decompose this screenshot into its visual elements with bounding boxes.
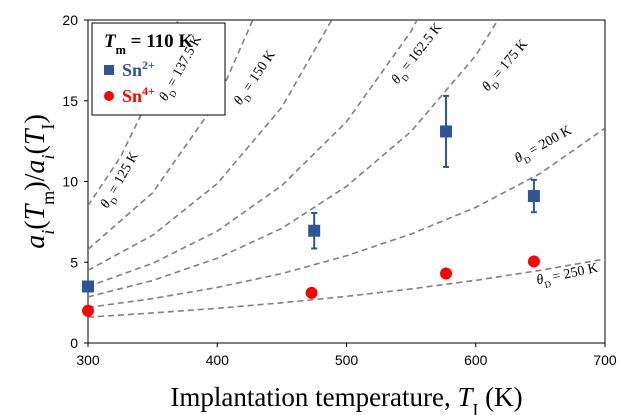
label-part: ( bbox=[20, 220, 51, 229]
x-tick-label: 600 bbox=[464, 352, 488, 368]
label-part: i bbox=[38, 230, 58, 235]
legend-title: Tm = 110 K bbox=[104, 31, 193, 57]
point bbox=[82, 280, 94, 293]
curve-label: θD= 162.5 K bbox=[389, 21, 448, 90]
curve-name: = 175 K bbox=[490, 37, 531, 82]
theta-subscript: D bbox=[242, 93, 254, 104]
legend-box bbox=[91, 22, 226, 116]
label-part: m bbox=[38, 191, 58, 205]
label-part: Implantation temperature, bbox=[170, 382, 457, 412]
curve-label: θD= 125 K bbox=[98, 149, 145, 212]
x-axis-label: Implantation temperature, TI (K) bbox=[170, 382, 522, 415]
legend-charge: 2+ bbox=[142, 58, 155, 72]
label-part: (K) bbox=[478, 382, 522, 412]
point bbox=[440, 125, 453, 138]
curve-name: = 125 K bbox=[106, 149, 142, 196]
legend-marker bbox=[104, 91, 114, 101]
label-part: T bbox=[458, 382, 475, 412]
theta-subscript: D bbox=[544, 279, 553, 290]
point bbox=[440, 267, 453, 280]
label-part: ( bbox=[20, 145, 51, 154]
legend-charge: 4+ bbox=[142, 84, 155, 98]
theta-symbol: θ bbox=[535, 272, 545, 288]
label-part: = 110 K bbox=[126, 31, 194, 52]
theta-curve bbox=[88, 127, 605, 309]
curve-label: θD= 175 K bbox=[480, 37, 534, 96]
point bbox=[527, 190, 540, 203]
curve-label: θD= 200 K bbox=[512, 123, 575, 169]
curve-label: θD= 150 K bbox=[231, 48, 281, 110]
x-tick-label: 400 bbox=[206, 352, 230, 368]
label-part: a bbox=[20, 160, 51, 174]
theta-subscript: D bbox=[399, 72, 411, 84]
x-tick-label: 700 bbox=[593, 352, 617, 368]
theta-subscript: D bbox=[167, 88, 179, 99]
y-tick-label: 0 bbox=[70, 335, 78, 351]
curve-name: = 200 K bbox=[527, 123, 575, 158]
legend-marker bbox=[104, 65, 114, 75]
point bbox=[308, 224, 321, 237]
y-axis-label: ai(Tm)/ai(TI) bbox=[20, 114, 58, 249]
theta-subscript: D bbox=[490, 79, 502, 91]
theta-curve bbox=[88, 20, 499, 298]
label-part: T bbox=[20, 202, 51, 220]
x-tick-label: 500 bbox=[335, 352, 359, 368]
label-part: T bbox=[20, 127, 51, 145]
legend-label: Sn2+ bbox=[122, 58, 155, 80]
label-part: I bbox=[38, 124, 58, 130]
label-part: ) bbox=[20, 114, 51, 123]
legend-label: Sn4+ bbox=[122, 84, 155, 106]
point bbox=[82, 304, 94, 317]
x-tick-label: 300 bbox=[76, 352, 100, 368]
legend-name: Sn bbox=[122, 86, 142, 106]
theta-subscript: D bbox=[522, 154, 533, 166]
label-part: i bbox=[38, 155, 58, 160]
theta-curve bbox=[88, 258, 605, 318]
curve-name: = 162.5 K bbox=[399, 21, 446, 75]
theta-curve bbox=[88, 20, 179, 207]
y-tick-label: 15 bbox=[62, 93, 78, 109]
label-part: I bbox=[473, 400, 479, 415]
curve-name: = 250 K bbox=[551, 261, 599, 285]
legend-name: Sn bbox=[122, 60, 142, 80]
theta-curve bbox=[88, 20, 418, 288]
curves bbox=[88, 20, 605, 318]
point bbox=[305, 286, 318, 299]
label-part: a bbox=[20, 235, 51, 249]
label-part: )/ bbox=[20, 173, 51, 190]
point bbox=[527, 255, 540, 268]
y-tick-label: 10 bbox=[62, 174, 78, 190]
label-part: m bbox=[116, 43, 127, 57]
theta-curve bbox=[88, 20, 254, 250]
y-tick-label: 5 bbox=[70, 254, 78, 270]
curve-name: = 150 K bbox=[241, 48, 279, 95]
y-tick-label: 20 bbox=[62, 12, 78, 28]
theta-subscript: D bbox=[108, 195, 120, 206]
label-part: T bbox=[104, 31, 117, 52]
